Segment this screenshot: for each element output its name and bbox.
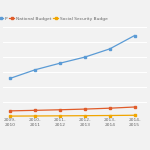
Social Security Budge — [109, 115, 111, 116]
Social Security Budge — [10, 115, 11, 117]
National Budget — [134, 106, 135, 108]
P — [10, 77, 11, 79]
National Budget — [84, 108, 86, 110]
National Budget — [59, 109, 61, 111]
Line: Social Security Budge: Social Security Budge — [9, 114, 136, 117]
Line: P: P — [9, 34, 136, 80]
Legend: P, National Budget, Social Security Budge: P, National Budget, Social Security Budg… — [0, 17, 108, 21]
Line: National Budget: National Budget — [9, 106, 136, 112]
Social Security Budge — [84, 115, 86, 117]
Social Security Budge — [34, 115, 36, 117]
P — [84, 56, 86, 58]
P — [59, 62, 61, 64]
P — [34, 69, 36, 71]
P — [109, 48, 111, 50]
National Budget — [34, 110, 36, 111]
Social Security Budge — [59, 115, 61, 117]
P — [134, 35, 135, 36]
National Budget — [109, 107, 111, 109]
Social Security Budge — [134, 114, 135, 116]
National Budget — [10, 110, 11, 112]
